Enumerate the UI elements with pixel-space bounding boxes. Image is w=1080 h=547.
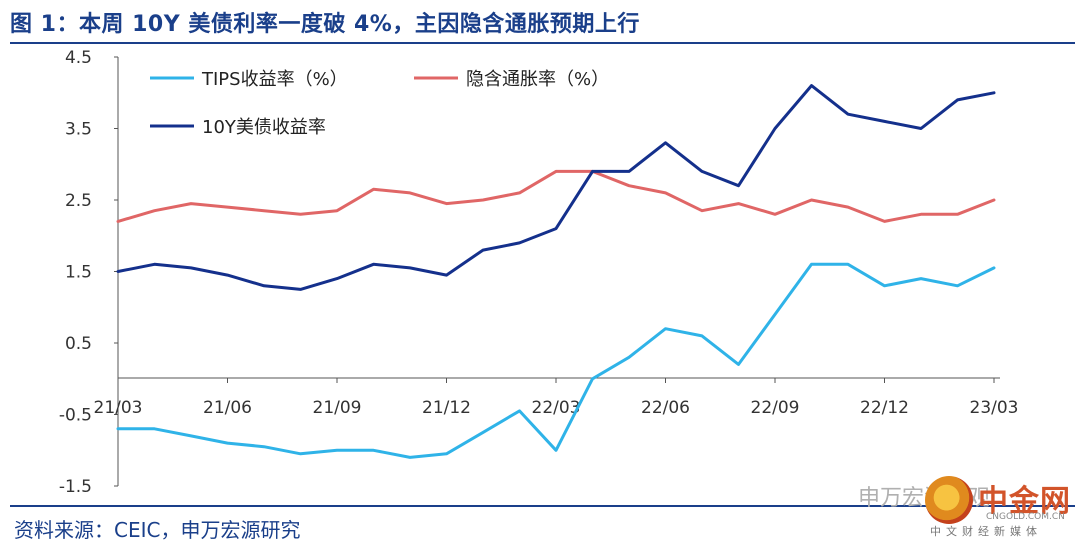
legend-label: TIPS收益率（%） bbox=[201, 69, 348, 90]
y-tick-label: -1.5 bbox=[59, 477, 92, 497]
y-tick-labels: -1.5 -0.5 0.5 1.5 2.5 3.5 4.5 bbox=[59, 48, 92, 497]
cngold-logo-icon bbox=[925, 476, 973, 524]
title-rule bbox=[10, 42, 1075, 44]
y-tick-label: 1.5 bbox=[65, 263, 92, 283]
series-line-1 bbox=[116, 262, 996, 459]
x-tick-label: 23/03 bbox=[970, 398, 1019, 418]
series-lines bbox=[116, 84, 996, 459]
x-tick-label: 22/09 bbox=[751, 398, 800, 418]
x-tick-label: 22/12 bbox=[860, 398, 909, 418]
x-tick-label: 22/03 bbox=[532, 398, 581, 418]
watermark-logo-name: 中金网 bbox=[978, 484, 1071, 519]
legend: TIPS收益率（%） 隐含通胀率（%） 10Y美债收益率 bbox=[150, 69, 609, 138]
y-tick-label: 0.5 bbox=[65, 334, 92, 354]
watermark-logo-url: CNGOLD.COM.CN bbox=[986, 512, 1065, 522]
y-tick-label: 2.5 bbox=[65, 191, 92, 211]
y-tick-label: 4.5 bbox=[65, 48, 92, 68]
source-note: 资料来源：CEIC，申万宏源研究 bbox=[14, 518, 301, 542]
y-tick-label: -0.5 bbox=[59, 406, 92, 426]
x-tick-labels: 21/03 21/06 21/09 21/12 22/03 22/06 22/09 22/12… bbox=[94, 398, 1019, 418]
legend-label: 隐含通胀率（%） bbox=[466, 69, 609, 90]
footer-rule bbox=[10, 505, 1075, 507]
x-tick-label: 21/12 bbox=[422, 398, 471, 418]
x-tick-label: 22/06 bbox=[641, 398, 690, 418]
x-tick-label: 21/03 bbox=[94, 398, 143, 418]
x-tick-label: 21/06 bbox=[203, 398, 252, 418]
watermark-logo-sub: 中文财经新媒体 bbox=[930, 525, 1042, 538]
chart-title: 图 1：本周 10Y 美债利率一度破 4%，主因隐含通胀预期上行 bbox=[10, 12, 640, 37]
y-tick-label: 3.5 bbox=[65, 120, 92, 140]
legend-label: 10Y美债收益率 bbox=[202, 117, 326, 138]
series-line-2 bbox=[116, 169, 996, 223]
x-tick-label: 21/09 bbox=[313, 398, 362, 418]
